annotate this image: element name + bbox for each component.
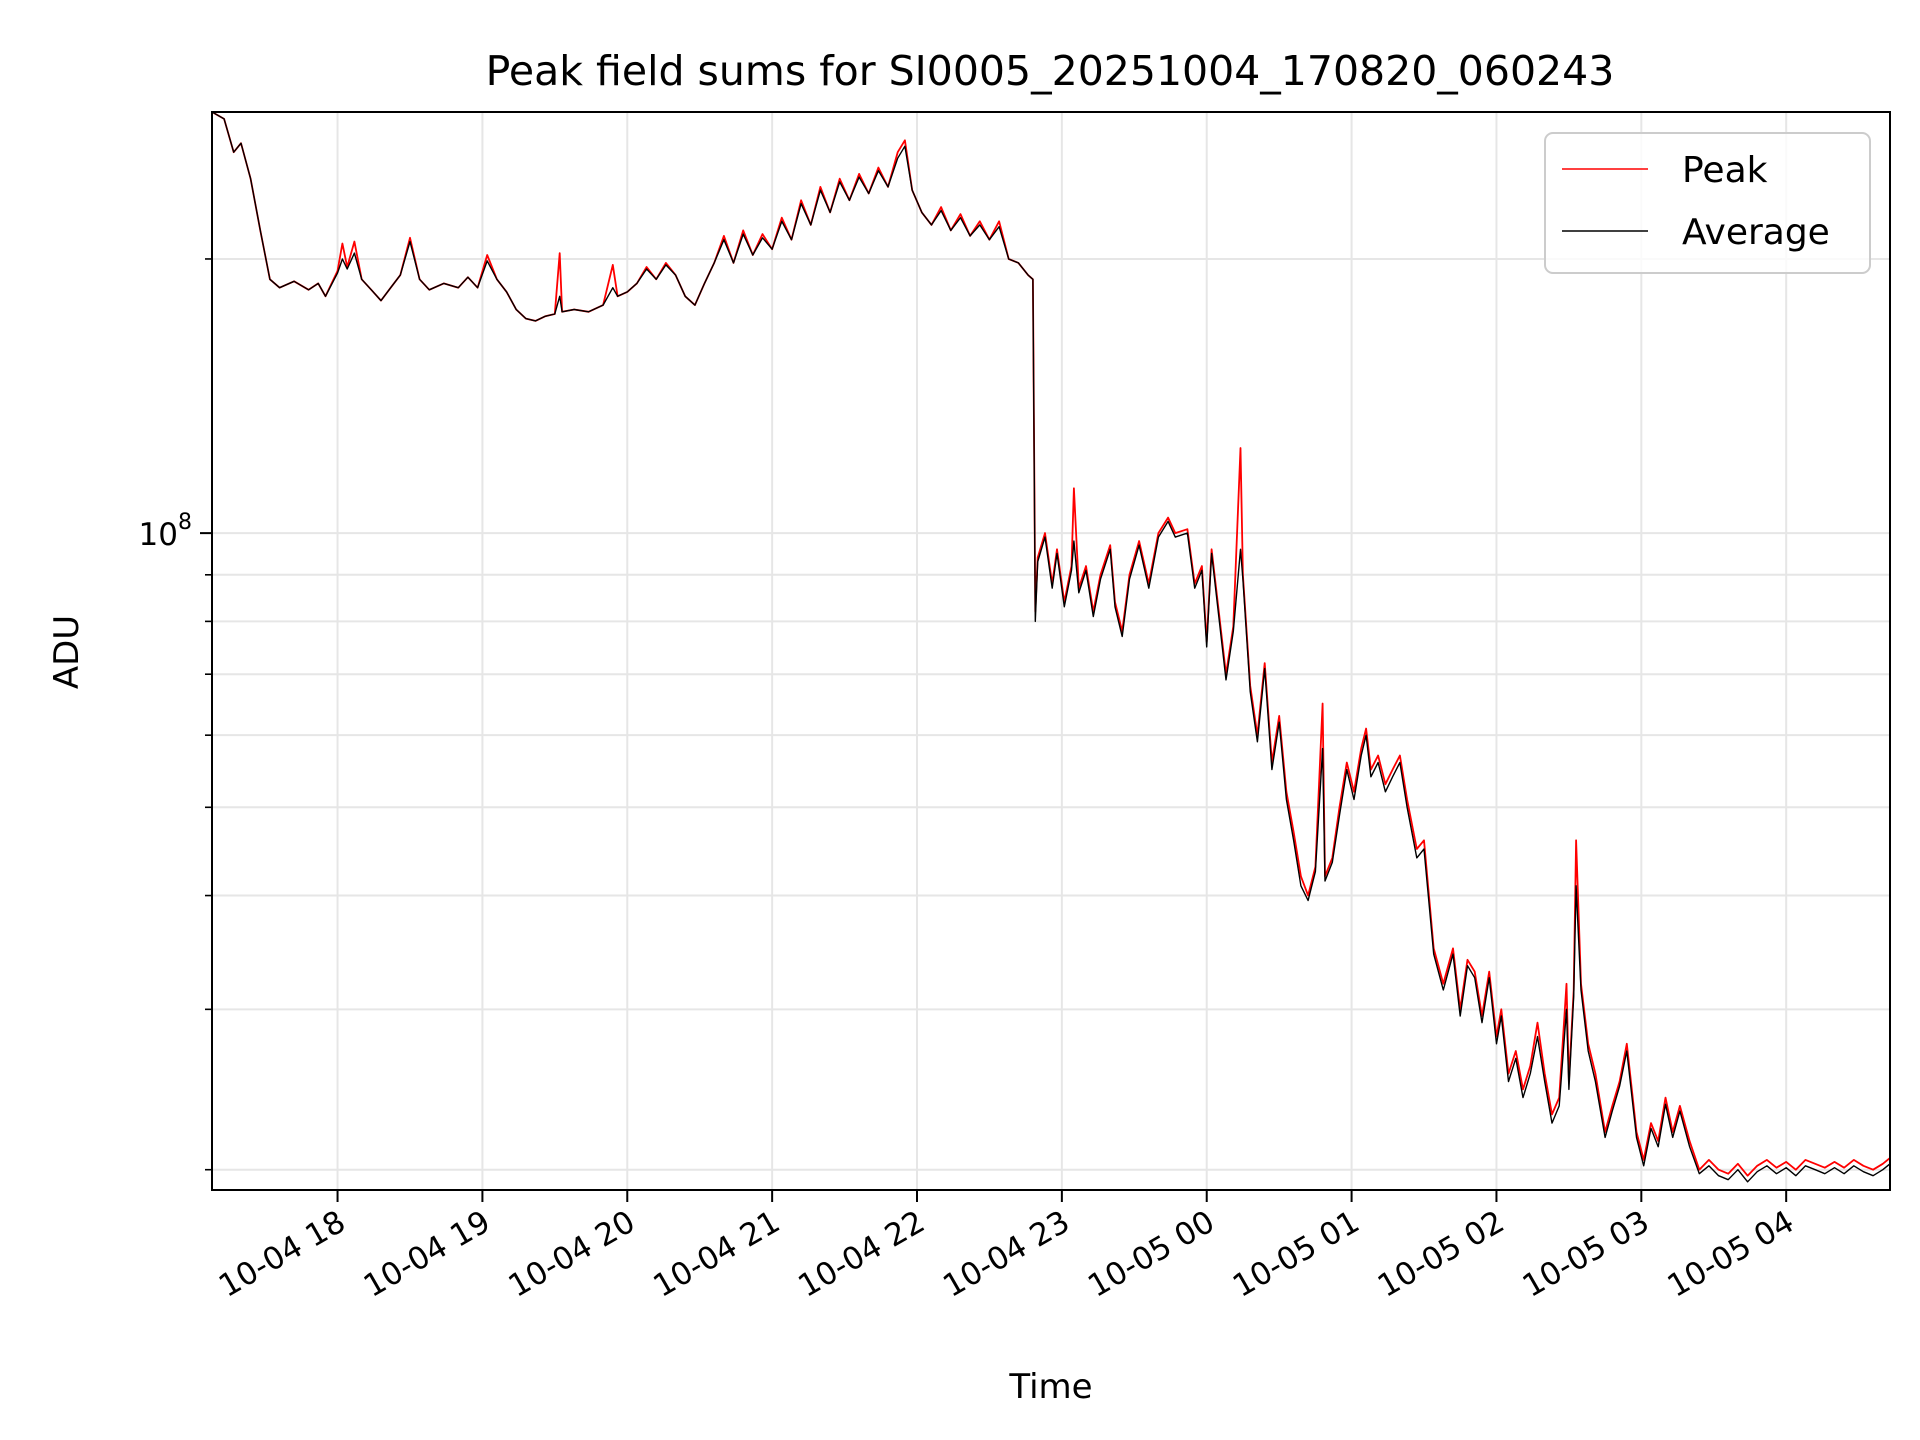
legend: Peak Average [1544,132,1871,274]
grid [212,112,1890,1190]
series-layer [212,112,1890,1183]
y-tick-label: 108 [139,510,192,553]
plot-area [212,112,1890,1183]
legend-average-label: Average [1682,212,1830,253]
chart-title: Peak field sums for SI0005_20251004_1708… [486,47,1615,95]
y-axis-label: ADU [47,615,87,689]
series-line-average [212,112,1890,1183]
plot-frame [211,111,1891,1191]
y-axis: 108 [139,258,212,1171]
legend-box [1544,132,1871,274]
x-axis-label: Time [1008,1367,1092,1407]
legend-peak-label: Peak [1682,150,1768,191]
